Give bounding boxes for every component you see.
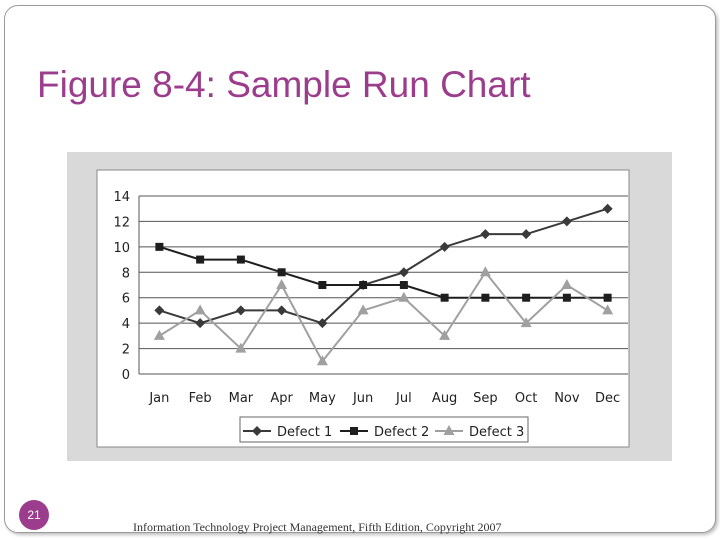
legend-label: Defect 2: [374, 425, 429, 440]
data-point-defect-1: [276, 305, 287, 316]
x-tick-label: Jul: [395, 391, 412, 406]
data-point-defect-3: [439, 329, 451, 340]
data-point-defect-3: [316, 355, 328, 366]
legend-label: Defect 3: [469, 425, 524, 440]
data-point-defect-1: [480, 229, 491, 240]
data-point-defect-1: [195, 318, 206, 329]
y-tick-label: 4: [122, 317, 130, 332]
y-tick-label: 6: [122, 292, 130, 307]
x-tick-label: Feb: [189, 391, 212, 406]
x-tick-label: Apr: [270, 391, 293, 406]
data-point-defect-3: [520, 317, 532, 328]
data-point-defect-1: [317, 318, 328, 329]
x-tick-label: Jun: [352, 391, 373, 406]
data-point-defect-3: [398, 291, 410, 302]
legend-box: [239, 416, 529, 443]
data-point-defect-2: [196, 255, 205, 264]
data-point-defect-2: [522, 293, 531, 302]
x-tick-label: Aug: [432, 391, 457, 406]
data-point-defect-2: [236, 255, 245, 264]
data-point-defect-2: [562, 293, 571, 302]
data-point-defect-2: [155, 242, 164, 251]
x-tick-label: Mar: [229, 391, 254, 406]
y-tick-label: 8: [122, 266, 130, 281]
series-line-1: [159, 207, 608, 325]
series-line-3: [158, 270, 609, 364]
data-point-defect-3: [153, 329, 165, 340]
y-tick-label: 10: [113, 241, 130, 256]
y-tick-label: 0: [122, 368, 130, 383]
legend-marker: [252, 426, 262, 436]
data-point-defect-2: [603, 293, 612, 302]
x-tick-label: Oct: [515, 391, 537, 406]
y-tick-label: 2: [122, 343, 130, 358]
data-point-defect-2: [481, 293, 490, 302]
data-point-defect-2: [318, 281, 327, 289]
data-point-defect-3: [602, 304, 614, 315]
y-tick-label: 12: [113, 215, 130, 230]
data-point-defect-1: [521, 229, 532, 240]
data-point-defect-1: [235, 305, 246, 316]
legend-marker: [350, 427, 358, 435]
data-point-defect-1: [439, 241, 450, 252]
data-point-defect-1: [154, 305, 165, 316]
data-point-defect-3: [194, 304, 206, 315]
x-tick-label: Nov: [554, 391, 580, 406]
data-point-defect-2: [399, 281, 408, 289]
series-line-2: [159, 245, 608, 299]
data-point-defect-3: [357, 304, 369, 315]
x-tick-label: Dec: [595, 391, 620, 406]
y-tick-label: 14: [113, 190, 130, 205]
slide: Figure 8-4: Sample Run Chart 0 2 4 6 8 10 12 14…: [4, 5, 716, 534]
data-point-defect-1: [398, 267, 409, 278]
footer-text: Information Technology Project Managemen…: [133, 520, 502, 534]
slide-title: Figure 8-4: Sample Run Chart: [37, 64, 531, 105]
x-tick-label: Sep: [473, 391, 498, 406]
x-tick-label: Jan: [148, 391, 169, 406]
data-point-defect-1: [561, 216, 572, 227]
data-point-defect-1: [602, 203, 613, 214]
data-point-defect-2: [359, 281, 368, 289]
legend-label: Defect 1: [277, 425, 332, 440]
x-tick-label: May: [309, 391, 336, 406]
legend-marker: [443, 425, 455, 435]
data-point-defect-2: [440, 293, 449, 302]
chart-svg: 0 2 4 6 8 10 12 14 Jan Feb Mar Apr May Jun Jul Aug Sep Oc…: [67, 152, 672, 461]
data-point-defect-3: [561, 279, 573, 289]
data-point-defect-2: [277, 268, 286, 277]
data-point-defect-3: [276, 279, 288, 289]
data-point-defect-3: [479, 266, 491, 277]
run-chart: 0 2 4 6 8 10 12 14 Jan Feb Mar Apr May Jun Jul Aug Sep Oc…: [67, 152, 672, 461]
data-point-defect-3: [235, 342, 247, 353]
slide-number: 21: [19, 500, 49, 530]
